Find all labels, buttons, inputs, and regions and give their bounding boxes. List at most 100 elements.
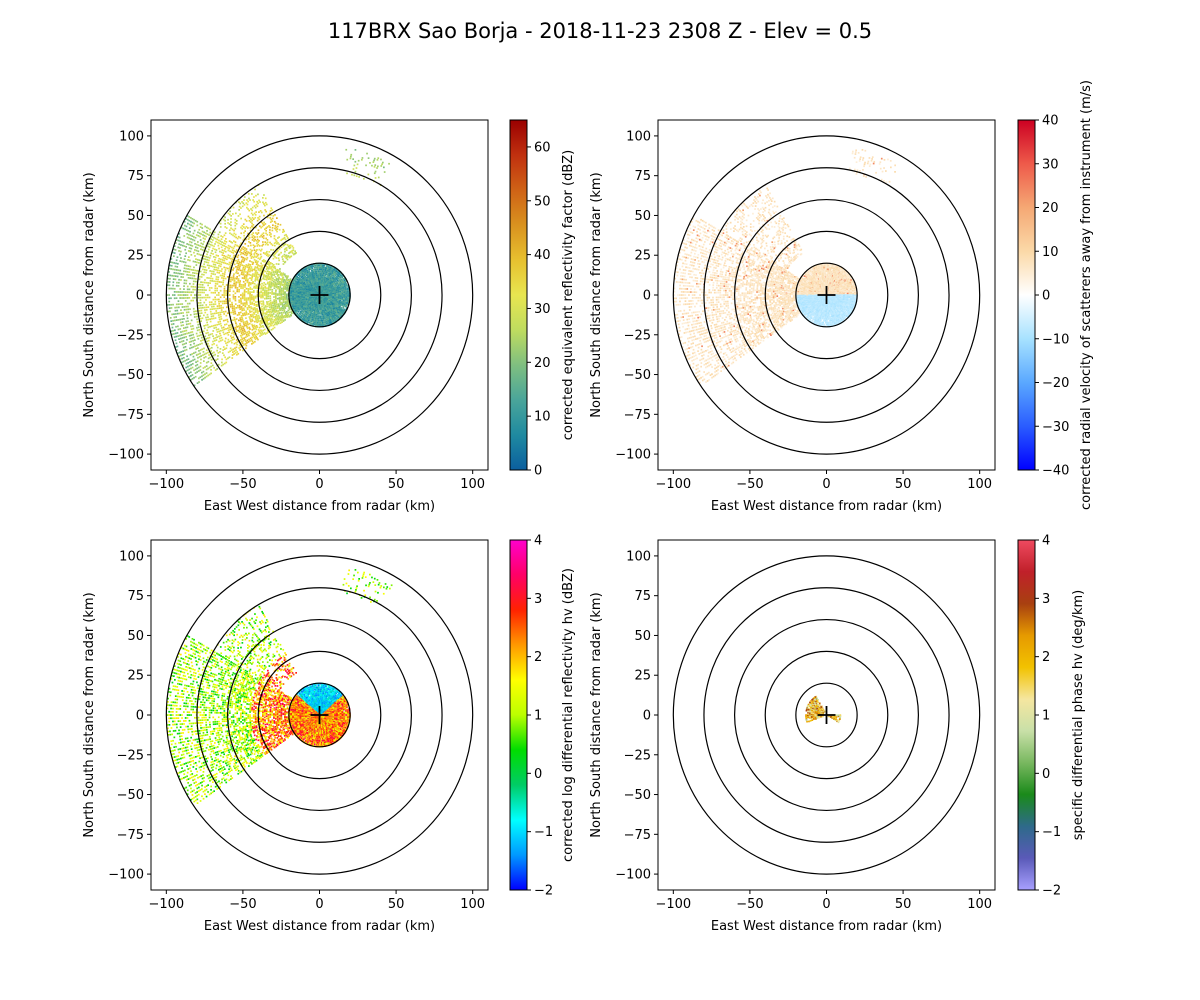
echo-pixel bbox=[222, 279, 225, 282]
echo-pixel bbox=[172, 287, 174, 290]
echo-pixel bbox=[294, 291, 296, 293]
echo-pixel bbox=[254, 280, 256, 282]
echo-pixel bbox=[249, 270, 251, 273]
echo-pixel bbox=[213, 337, 215, 340]
echo-pixel bbox=[249, 300, 252, 302]
echo-pixel bbox=[276, 307, 279, 310]
echo-pixel bbox=[212, 340, 214, 343]
echo-pixel bbox=[262, 296, 264, 299]
echo-pixel bbox=[203, 314, 205, 317]
echo-pixel bbox=[224, 319, 227, 321]
echo-pixel bbox=[250, 253, 253, 255]
echo-pixel bbox=[193, 384, 196, 387]
echo-pixel bbox=[294, 283, 296, 286]
echo-pixel bbox=[214, 353, 216, 356]
echo-pixel bbox=[308, 272, 311, 275]
echo-pixel bbox=[254, 266, 257, 268]
echo-pixel bbox=[247, 270, 249, 272]
echo-pixel bbox=[281, 284, 284, 286]
echo-pixel bbox=[187, 320, 189, 322]
echo-pixel bbox=[264, 270, 267, 273]
echo-pixel bbox=[200, 248, 202, 251]
echo-pixel bbox=[218, 281, 221, 283]
echo-pixel bbox=[267, 292, 270, 294]
echo-pixel bbox=[311, 269, 313, 272]
echo-pixel bbox=[183, 318, 185, 320]
echo-pixel bbox=[239, 323, 241, 325]
echo-pixel bbox=[234, 277, 236, 280]
echo-pixel bbox=[185, 308, 188, 311]
echo-pixel bbox=[262, 232, 265, 234]
echo-pixel bbox=[198, 334, 201, 337]
echo-pixel bbox=[170, 323, 173, 326]
echo-pixel bbox=[189, 344, 192, 346]
echo-pixel bbox=[174, 242, 177, 244]
echo-pixel bbox=[232, 313, 235, 315]
echo-pixel bbox=[267, 262, 270, 264]
echo-pixel bbox=[273, 280, 275, 283]
echo-pixel bbox=[224, 232, 227, 234]
echo-pixel bbox=[297, 284, 300, 287]
echo-pixel bbox=[262, 272, 264, 275]
echo-pixel bbox=[300, 284, 302, 286]
echo-pixel bbox=[183, 288, 185, 290]
echo-pixel bbox=[238, 304, 241, 307]
echo-pixel bbox=[205, 289, 207, 291]
echo-pixel bbox=[209, 320, 212, 323]
echo-pixel bbox=[228, 340, 231, 343]
echo-pixel bbox=[235, 277, 238, 280]
echo-pixel bbox=[232, 311, 234, 313]
echo-pixel bbox=[276, 228, 279, 230]
echo-pixel bbox=[181, 291, 183, 293]
echo-pixel bbox=[265, 229, 267, 232]
echo-pixel bbox=[182, 350, 184, 352]
echo-pixel bbox=[202, 268, 204, 271]
echo-pixel bbox=[249, 264, 252, 266]
echo-pixel bbox=[185, 362, 188, 365]
echo-pixel bbox=[262, 326, 265, 328]
echo-pixel bbox=[209, 333, 212, 336]
echo-pixel bbox=[283, 234, 286, 237]
echo-pixel bbox=[207, 351, 209, 354]
echo-pixel bbox=[275, 273, 278, 275]
echo-pixel bbox=[273, 326, 276, 329]
echo-pixel bbox=[203, 271, 206, 274]
echo-pixel bbox=[291, 286, 293, 289]
echo-pixel bbox=[297, 298, 300, 300]
echo-pixel bbox=[173, 287, 176, 290]
echo-pixel bbox=[198, 310, 201, 312]
echo-pixel bbox=[220, 251, 223, 254]
echo-pixel bbox=[206, 253, 208, 256]
echo-pixel bbox=[241, 338, 244, 340]
echo-pixel bbox=[268, 271, 271, 273]
echo-pixel bbox=[190, 291, 193, 294]
echo-pixel bbox=[202, 377, 205, 380]
echo-pixel bbox=[253, 328, 255, 330]
echo-pixel bbox=[199, 296, 202, 299]
echo-pixel bbox=[180, 324, 183, 327]
echo-pixel bbox=[247, 291, 250, 293]
echo-pixel bbox=[176, 312, 179, 315]
echo-pixel bbox=[188, 297, 191, 299]
echo-pixel bbox=[243, 299, 246, 301]
echo-pixel bbox=[258, 218, 261, 221]
echo-pixel bbox=[179, 247, 181, 249]
echo-pixel bbox=[179, 272, 181, 275]
echo-pixel bbox=[282, 301, 285, 303]
echo-pixel bbox=[216, 238, 218, 241]
echo-pixel bbox=[290, 296, 292, 298]
echo-pixel bbox=[256, 315, 258, 317]
echo-pixel bbox=[181, 297, 183, 299]
echo-pixel bbox=[268, 304, 271, 306]
echo-pixel bbox=[238, 325, 240, 328]
echo-pixel bbox=[221, 329, 224, 331]
echo-pixel bbox=[249, 295, 251, 298]
echo-pixel bbox=[191, 366, 194, 369]
echo-pixel bbox=[224, 219, 226, 222]
echo-pixel bbox=[236, 237, 239, 240]
echo-pixel bbox=[183, 353, 186, 355]
echo-pixel bbox=[261, 320, 264, 323]
echo-pixel bbox=[272, 271, 275, 274]
echo-pixel bbox=[271, 217, 274, 220]
echo-pixel bbox=[204, 335, 207, 338]
